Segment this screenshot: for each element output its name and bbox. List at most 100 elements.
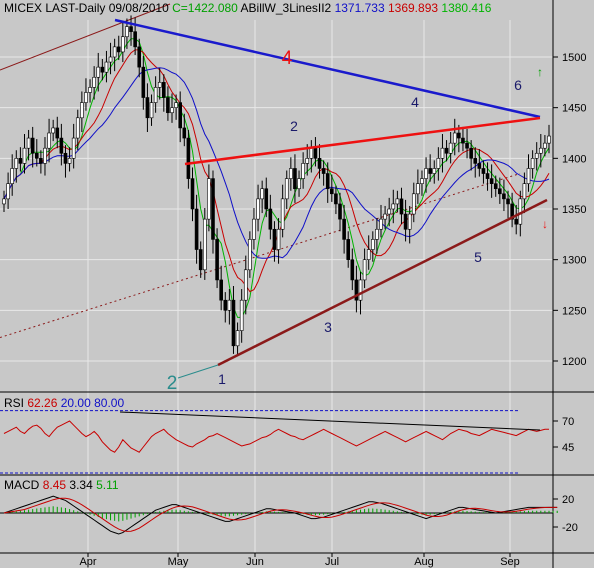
candle-body [498,188,502,195]
candle-body [301,163,305,179]
y-tick-label: 1250 [562,305,586,317]
candle-body [211,178,215,240]
macd-value: 8.45 [42,478,67,492]
candle-body [149,102,154,119]
candle-body [391,203,396,210]
y-tick-label: 1350 [562,204,586,216]
rsi-line [3,420,549,453]
candle-body [198,249,203,271]
candle-body [514,218,519,225]
candle-body [174,102,178,108]
ma-slow-line [3,67,550,259]
indicator-value-2: 1369.893 [387,1,439,15]
candle-body [145,97,150,119]
candle-body [243,269,248,301]
candle-body [411,193,416,215]
candle-body [125,26,129,38]
rsi-value: 62.26 [27,396,58,410]
x-tick-label: Jul [325,556,339,568]
candle-body [121,36,125,53]
candle-body [387,208,391,215]
indicator-label: ABillW_3LinesII2 [240,1,332,15]
candle-body [100,66,105,73]
candle-body [202,218,207,271]
candle-body [153,87,158,103]
macd-hist: 5.11 [96,478,119,492]
y-tick-label: 1200 [562,356,586,368]
candle-body [473,158,478,164]
candle-body [526,168,531,184]
candle-body [112,46,117,58]
candle-body [502,193,506,200]
ma-mid-line [3,49,550,293]
candle-body [280,198,285,230]
candle-body [63,152,68,164]
candle-body [530,158,535,169]
candle-body [6,183,10,200]
candle-body [30,137,35,154]
y-tick-label: 1400 [562,153,586,165]
candle-body [108,56,113,63]
candle-body [383,213,387,220]
macd-tick-label: 20 [562,494,574,506]
candle-body [481,168,486,174]
candle-body [477,163,482,169]
candle-body [379,218,383,230]
candle-body [178,102,183,129]
candle-body [43,147,47,164]
macd-tick-label: -20 [562,522,578,534]
wave-label: 4 [411,94,419,110]
candle-body [67,158,72,164]
candle-body [510,203,514,220]
candle-body [469,147,473,159]
candle-body [96,66,101,78]
candle-body [325,173,330,190]
candle-body [547,135,551,144]
candle-body [71,137,76,159]
candle-body [104,61,109,73]
candle-body [489,178,494,184]
candle-body [370,239,375,250]
chart-header: MICEX LAST-Daily 09/08/2010 C=1422.080 A… [4,1,491,15]
candle-body [457,132,461,139]
candle-body [428,168,432,174]
candle-body [493,183,498,190]
candle-body [162,82,166,98]
candle-body [252,218,256,240]
x-tick-label: Apr [79,556,96,568]
candle-body [223,299,228,311]
candle-body [22,147,27,164]
candle-body [543,142,547,149]
y-tick-label: 1300 [562,255,586,267]
candle-body [350,259,355,281]
candle-body [133,31,137,48]
candle-body [399,198,404,215]
x-tick-label: Jun [246,556,264,568]
candle-body [420,178,424,184]
candle-body [248,239,252,271]
indicator-value-3: 1380.416 [441,1,492,15]
candle-body [264,188,269,210]
candles-group [2,15,551,356]
candle-body [309,147,314,159]
rsi-upper: 80.00 [94,396,125,410]
candle-body [465,142,469,149]
wave-label: 4 [282,48,293,69]
macd-label: MACD [4,478,40,492]
close-label: C=1422.080 [172,1,238,15]
candle-body [444,147,449,154]
candle-body [293,168,297,190]
candle-body [416,183,420,195]
rsi-tick-label: 45 [562,442,574,454]
candle-body [289,168,293,179]
candle-body [186,137,191,179]
rsi-trend-line [119,411,541,431]
wave-label: 3 [324,319,332,335]
candle-body [461,137,465,144]
candle-body [260,188,264,200]
candle-body [256,198,260,220]
macd-signal: 3.34 [69,478,93,492]
candle-body [2,198,6,205]
candle-body [395,198,400,205]
